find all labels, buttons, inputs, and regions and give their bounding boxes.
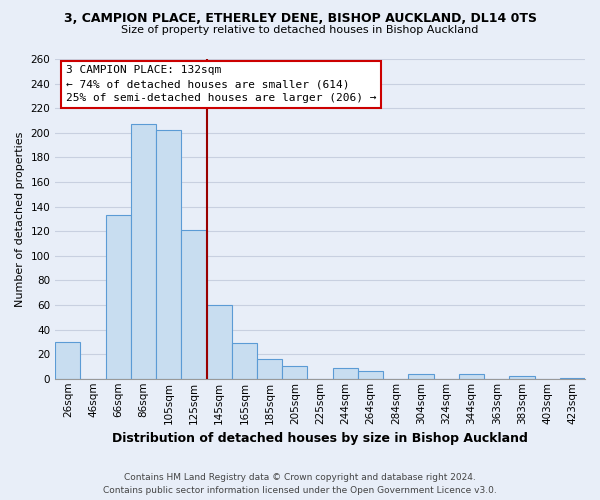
X-axis label: Distribution of detached houses by size in Bishop Auckland: Distribution of detached houses by size … — [112, 432, 528, 445]
Bar — [409, 374, 434, 379]
Bar — [509, 376, 535, 379]
Bar — [131, 124, 156, 379]
Bar — [181, 230, 206, 379]
Bar — [106, 215, 131, 379]
Bar — [282, 366, 307, 379]
Bar — [55, 342, 80, 379]
Bar — [206, 305, 232, 379]
Bar — [459, 374, 484, 379]
Text: 3, CAMPION PLACE, ETHERLEY DENE, BISHOP AUCKLAND, DL14 0TS: 3, CAMPION PLACE, ETHERLEY DENE, BISHOP … — [64, 12, 536, 26]
Bar — [332, 368, 358, 379]
Bar — [257, 359, 282, 379]
Y-axis label: Number of detached properties: Number of detached properties — [15, 131, 25, 306]
Text: Contains HM Land Registry data © Crown copyright and database right 2024.
Contai: Contains HM Land Registry data © Crown c… — [103, 473, 497, 495]
Bar — [358, 372, 383, 379]
Bar — [156, 130, 181, 379]
Text: 3 CAMPION PLACE: 132sqm
← 74% of detached houses are smaller (614)
25% of semi-d: 3 CAMPION PLACE: 132sqm ← 74% of detache… — [66, 66, 376, 104]
Text: Size of property relative to detached houses in Bishop Auckland: Size of property relative to detached ho… — [121, 25, 479, 35]
Bar — [560, 378, 585, 379]
Bar — [232, 343, 257, 379]
